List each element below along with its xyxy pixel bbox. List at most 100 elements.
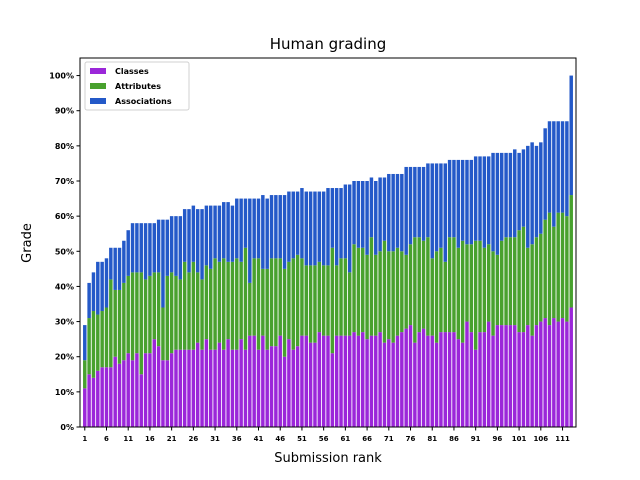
bar-classes-10 [122, 360, 126, 427]
bar-attributes-107 [543, 219, 547, 319]
bar-associations-7 [109, 247, 113, 280]
bar-classes-60 [339, 335, 343, 427]
bar-associations-25 [187, 209, 191, 273]
bar-attributes-109 [552, 226, 556, 319]
bar-attributes-19 [161, 307, 165, 361]
bar-classes-76 [408, 325, 413, 427]
bar-attributes-113 [569, 195, 573, 308]
bar-attributes-60 [339, 258, 343, 336]
bar-attributes-31 [213, 258, 217, 350]
bar-attributes-9 [117, 289, 122, 364]
bar-associations-72 [391, 173, 395, 252]
bar-associations-89 [465, 159, 469, 245]
bar-associations-39 [248, 198, 252, 283]
bar-classes-32 [217, 342, 222, 427]
bar-attributes-83 [439, 247, 443, 333]
bar-classes-19 [161, 360, 165, 427]
bar-classes-51 [300, 335, 304, 427]
bar-classes-22 [174, 349, 178, 427]
bar-associations-96 [495, 152, 500, 255]
bar-classes-87 [456, 339, 461, 427]
bar-classes-62 [347, 335, 352, 427]
bar-associations-54 [313, 191, 317, 266]
bar-attributes-82 [434, 251, 439, 343]
bar-classes-70 [382, 342, 387, 427]
x-tick-label: 46 [275, 435, 285, 443]
bar-associations-36 [235, 198, 239, 259]
bar-classes-3 [91, 377, 96, 427]
bar-classes-14 [139, 374, 143, 427]
bar-attributes-32 [217, 261, 222, 343]
bar-attributes-21 [169, 272, 174, 354]
bar-associations-86 [452, 159, 456, 238]
bar-attributes-77 [413, 237, 417, 343]
bar-classes-105 [534, 325, 539, 427]
bar-attributes-52 [304, 265, 309, 336]
bar-associations-52 [304, 191, 309, 266]
bar-associations-88 [460, 159, 465, 241]
y-tick-label: 80% [55, 142, 74, 151]
bar-attributes-104 [530, 244, 534, 336]
bar-associations-103 [526, 145, 530, 248]
bar-attributes-37 [239, 261, 243, 340]
bar-classes-110 [556, 321, 560, 427]
bar-attributes-34 [226, 261, 230, 340]
bar-attributes-84 [443, 261, 447, 333]
bar-classes-44 [269, 346, 274, 427]
legend-label-attributes: Attributes [115, 82, 161, 91]
bar-classes-28 [200, 349, 204, 427]
bar-classes-56 [321, 335, 326, 427]
bars-group [83, 75, 573, 427]
bar-attributes-99 [508, 237, 513, 326]
bar-classes-108 [547, 325, 552, 427]
bar-classes-71 [387, 339, 391, 427]
bar-attributes-106 [539, 233, 543, 322]
bar-attributes-68 [374, 254, 378, 336]
bar-classes-5 [100, 367, 104, 427]
bar-classes-15 [143, 353, 148, 427]
bar-classes-12 [130, 360, 135, 427]
bar-associations-53 [308, 191, 313, 266]
bar-classes-2 [87, 374, 91, 427]
bar-classes-67 [369, 335, 374, 427]
bar-classes-50 [295, 346, 300, 427]
x-tick-label: 11 [123, 435, 133, 443]
y-tick-label: 50% [55, 247, 74, 256]
legend-label-associations: Associations [115, 97, 172, 106]
bar-associations-37 [239, 198, 243, 262]
bar-classes-18 [156, 346, 161, 427]
bar-associations-97 [499, 152, 504, 241]
bar-associations-74 [400, 173, 404, 252]
x-tick-label: 56 [319, 435, 329, 443]
bar-classes-1 [83, 388, 87, 427]
bar-associations-50 [295, 191, 300, 255]
bar-attributes-27 [195, 272, 200, 343]
bar-attributes-58 [330, 247, 335, 354]
bar-classes-113 [569, 307, 573, 427]
x-tick-label: 81 [427, 435, 437, 443]
bar-classes-38 [243, 349, 248, 427]
bar-attributes-40 [252, 258, 256, 336]
bar-classes-42 [261, 335, 265, 427]
bar-attributes-101 [517, 230, 521, 333]
x-tick-label: 36 [232, 435, 242, 443]
plot-frame [79, 57, 577, 428]
x-tick-label: 111 [555, 435, 570, 443]
bar-attributes-108 [547, 212, 552, 326]
bar-associations-15 [143, 223, 148, 280]
x-tick-label: 71 [384, 435, 394, 443]
bar-associations-2 [87, 282, 91, 319]
bar-associations-76 [408, 166, 413, 245]
bar-classes-41 [256, 349, 261, 427]
bar-attributes-72 [391, 251, 395, 343]
bar-associations-61 [343, 184, 348, 259]
bar-classes-23 [178, 349, 183, 427]
bar-associations-21 [169, 216, 174, 273]
bar-attributes-94 [486, 244, 491, 322]
bar-associations-90 [469, 159, 474, 245]
bar-attributes-102 [521, 226, 526, 333]
x-tick-label: 61 [340, 435, 350, 443]
x-tick-label: 101 [512, 435, 527, 443]
y-tick-label: 0% [60, 423, 74, 432]
bar-classes-63 [352, 332, 356, 427]
